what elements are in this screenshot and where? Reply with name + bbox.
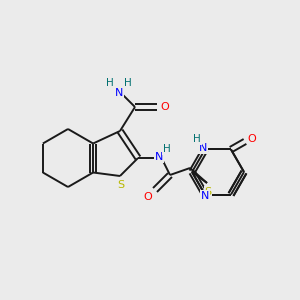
Text: S: S — [117, 180, 124, 190]
Text: H: H — [106, 78, 114, 88]
Text: N: N — [201, 190, 209, 200]
Text: H: H — [124, 78, 132, 88]
Text: O: O — [160, 102, 169, 112]
Text: O: O — [248, 134, 256, 145]
Text: N: N — [199, 143, 207, 154]
Text: N: N — [155, 152, 163, 162]
Text: O: O — [144, 192, 152, 202]
Text: N: N — [115, 88, 123, 98]
Text: H: H — [163, 144, 171, 154]
Text: S: S — [204, 187, 211, 197]
Text: H: H — [193, 134, 201, 145]
